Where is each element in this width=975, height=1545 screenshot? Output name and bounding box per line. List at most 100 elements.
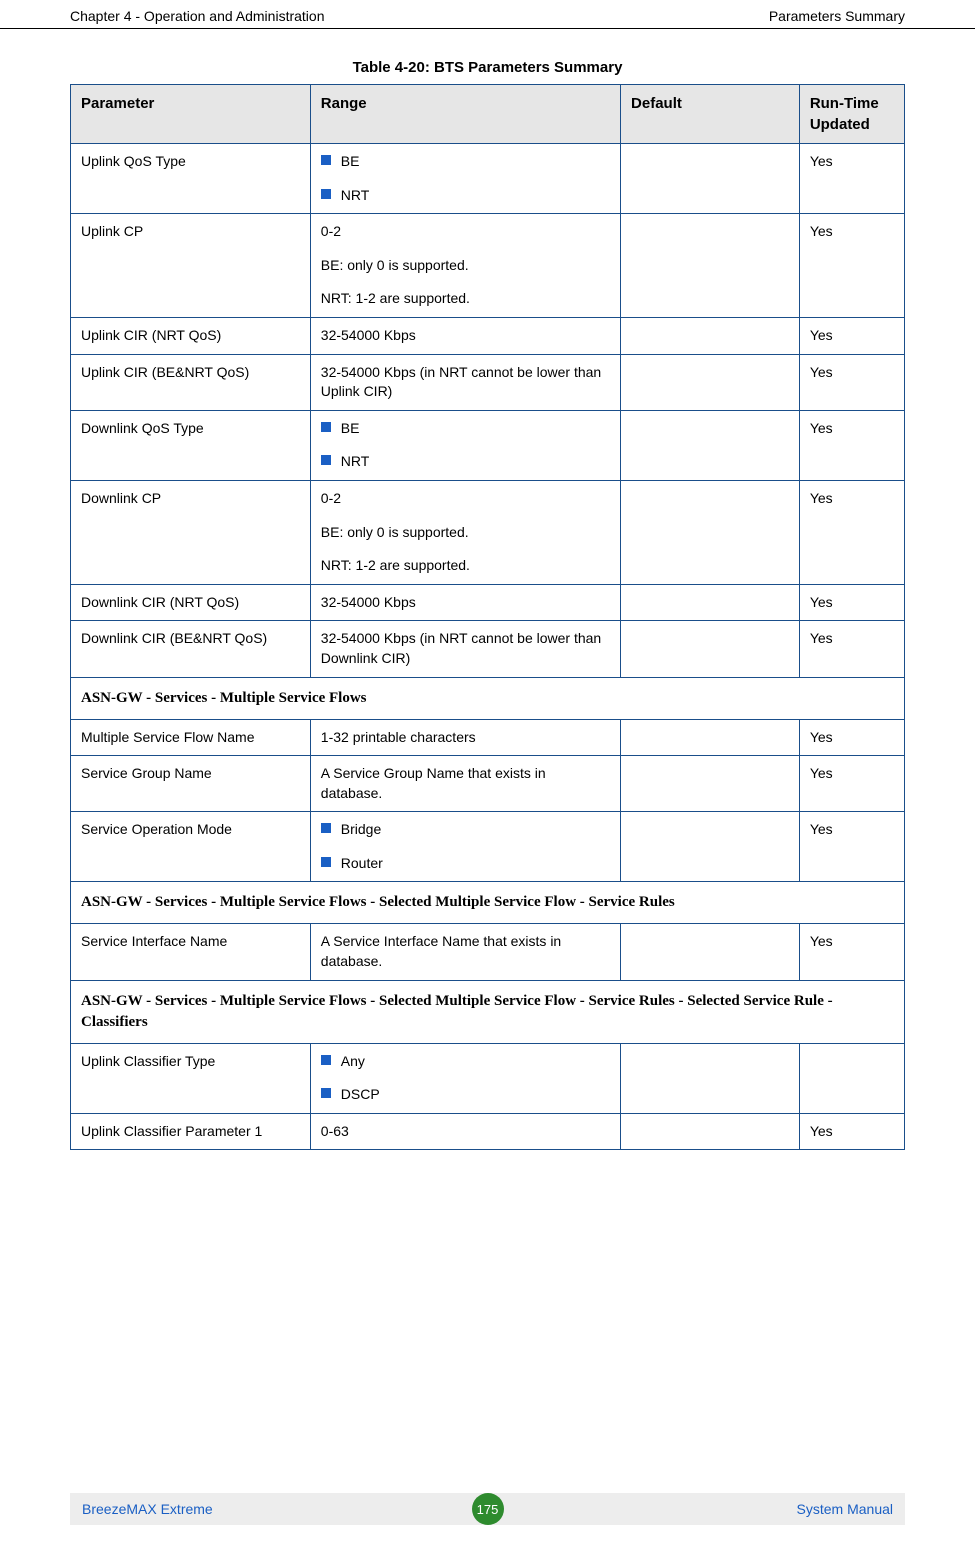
table-row: Service Interface Name A Service Interfa… xyxy=(71,924,905,980)
cell-runtime: Yes xyxy=(799,719,904,756)
section-title: ASN-GW - Services - Multiple Service Flo… xyxy=(71,980,905,1043)
cell-default xyxy=(621,214,800,318)
cell-param: Uplink Classifier Parameter 1 xyxy=(71,1113,311,1150)
table-header-row: Parameter Range Default Run-Time Updated xyxy=(71,85,905,144)
list-item-text: Any xyxy=(341,1053,365,1069)
list-item: NRT xyxy=(321,452,610,472)
list-item-text: Router xyxy=(341,855,383,871)
cell-range: 32-54000 Kbps (in NRT cannot be lower th… xyxy=(310,354,620,410)
list-item: BE xyxy=(321,152,610,172)
cell-range: 0-2 BE: only 0 is supported. NRT: 1-2 ar… xyxy=(310,480,620,584)
range-line: NRT: 1-2 are supported. xyxy=(321,289,610,309)
cell-default xyxy=(621,621,800,677)
list-item: Any xyxy=(321,1052,610,1072)
cell-runtime xyxy=(799,1043,904,1113)
table-caption: Table 4-20: BTS Parameters Summary xyxy=(70,59,905,76)
section-row: ASN-GW - Services - Multiple Service Flo… xyxy=(71,882,905,924)
table-row: Uplink CP 0-2 BE: only 0 is supported. N… xyxy=(71,214,905,318)
cell-param: Uplink CP xyxy=(71,214,311,318)
list-item: BE xyxy=(321,419,610,439)
section-title: ASN-GW - Services - Multiple Service Flo… xyxy=(71,882,905,924)
square-bullet-icon xyxy=(321,857,331,867)
square-bullet-icon xyxy=(321,189,331,199)
list-item-text: NRT xyxy=(341,187,370,203)
footer-right: System Manual xyxy=(797,1501,893,1517)
footer-left: BreezeMAX Extreme xyxy=(82,1501,213,1517)
table-row: Uplink QoS Type BE NRT Yes xyxy=(71,144,905,214)
cell-range: 32-54000 Kbps xyxy=(310,584,620,621)
cell-param: Service Group Name xyxy=(71,756,311,812)
footer-bar: BreezeMAX Extreme 175 System Manual xyxy=(70,1493,905,1525)
cell-param: Uplink Classifier Type xyxy=(71,1043,311,1113)
cell-param: Multiple Service Flow Name xyxy=(71,719,311,756)
cell-range: 0-63 xyxy=(310,1113,620,1150)
bullet-list: BE NRT xyxy=(321,152,610,205)
cell-default xyxy=(621,410,800,480)
cell-param: Downlink CIR (BE&NRT QoS) xyxy=(71,621,311,677)
cell-param: Downlink CIR (NRT QoS) xyxy=(71,584,311,621)
cell-default xyxy=(621,480,800,584)
table-row: Multiple Service Flow Name 1-32 printabl… xyxy=(71,719,905,756)
cell-runtime: Yes xyxy=(799,1113,904,1150)
cell-default xyxy=(621,812,800,882)
list-item-text: BE xyxy=(341,420,360,436)
square-bullet-icon xyxy=(321,1088,331,1098)
table-row: Uplink Classifier Parameter 1 0-63 Yes xyxy=(71,1113,905,1150)
cell-runtime: Yes xyxy=(799,144,904,214)
cell-default xyxy=(621,924,800,980)
square-bullet-icon xyxy=(321,155,331,165)
range-line: 0-2 xyxy=(321,489,610,509)
bullet-list: Bridge Router xyxy=(321,820,610,873)
header-right: Parameters Summary xyxy=(769,8,905,24)
cell-default xyxy=(621,584,800,621)
cell-runtime: Yes xyxy=(799,480,904,584)
page-content: Table 4-20: BTS Parameters Summary Param… xyxy=(0,59,975,1150)
square-bullet-icon xyxy=(321,823,331,833)
page-footer: BreezeMAX Extreme 175 System Manual xyxy=(0,1493,975,1525)
cell-param: Uplink CIR (BE&NRT QoS) xyxy=(71,354,311,410)
table-row: Uplink CIR (BE&NRT QoS) 32-54000 Kbps (i… xyxy=(71,354,905,410)
table-row: Downlink CIR (NRT QoS) 32-54000 Kbps Yes xyxy=(71,584,905,621)
cell-param: Service Operation Mode xyxy=(71,812,311,882)
square-bullet-icon xyxy=(321,455,331,465)
cell-param: Uplink CIR (NRT QoS) xyxy=(71,317,311,354)
table-row: Uplink CIR (NRT QoS) 32-54000 Kbps Yes xyxy=(71,317,905,354)
cell-range: Any DSCP xyxy=(310,1043,620,1113)
table-row: Downlink CIR (BE&NRT QoS) 32-54000 Kbps … xyxy=(71,621,905,677)
table-row: Uplink Classifier Type Any DSCP xyxy=(71,1043,905,1113)
cell-default xyxy=(621,354,800,410)
range-line: BE: only 0 is supported. xyxy=(321,256,610,276)
range-line: BE: only 0 is supported. xyxy=(321,523,610,543)
cell-runtime: Yes xyxy=(799,812,904,882)
cell-range: 32-54000 Kbps xyxy=(310,317,620,354)
cell-default xyxy=(621,1043,800,1113)
cell-param: Uplink QoS Type xyxy=(71,144,311,214)
cell-range: BE NRT xyxy=(310,410,620,480)
cell-runtime: Yes xyxy=(799,924,904,980)
table-row: Service Group Name A Service Group Name … xyxy=(71,756,905,812)
cell-range: BE NRT xyxy=(310,144,620,214)
cell-runtime: Yes xyxy=(799,354,904,410)
square-bullet-icon xyxy=(321,422,331,432)
list-item: DSCP xyxy=(321,1085,610,1105)
table-row: Service Operation Mode Bridge Router Yes xyxy=(71,812,905,882)
cell-range: A Service Group Name that exists in data… xyxy=(310,756,620,812)
cell-runtime: Yes xyxy=(799,621,904,677)
list-item-text: Bridge xyxy=(341,821,381,837)
cell-range: 0-2 BE: only 0 is supported. NRT: 1-2 ar… xyxy=(310,214,620,318)
bullet-list: BE NRT xyxy=(321,419,610,472)
list-item: NRT xyxy=(321,186,610,206)
cell-runtime: Yes xyxy=(799,317,904,354)
col-range: Range xyxy=(310,85,620,144)
col-parameter: Parameter xyxy=(71,85,311,144)
cell-runtime: Yes xyxy=(799,214,904,318)
section-row: ASN-GW - Services - Multiple Service Flo… xyxy=(71,980,905,1043)
cell-range: A Service Interface Name that exists in … xyxy=(310,924,620,980)
cell-default xyxy=(621,317,800,354)
cell-runtime: Yes xyxy=(799,410,904,480)
list-item: Bridge xyxy=(321,820,610,840)
page-number-badge: 175 xyxy=(472,1493,504,1525)
table-row: Downlink CP 0-2 BE: only 0 is supported.… xyxy=(71,480,905,584)
section-title: ASN-GW - Services - Multiple Service Flo… xyxy=(71,677,905,719)
cell-range: 32-54000 Kbps (in NRT cannot be lower th… xyxy=(310,621,620,677)
